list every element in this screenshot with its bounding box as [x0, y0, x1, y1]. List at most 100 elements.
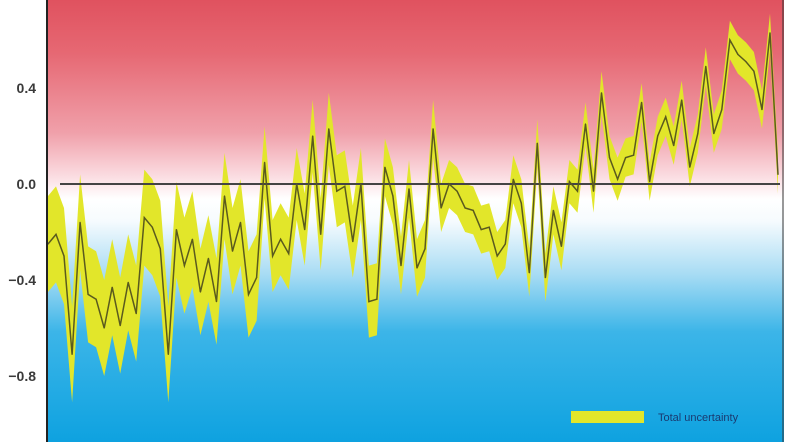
data-point [151, 226, 153, 228]
data-point [624, 157, 627, 159]
data-point [384, 166, 386, 168]
data-point [280, 238, 282, 240]
data-point [111, 286, 113, 288]
data-point [448, 183, 450, 185]
series-line [47, 32, 779, 355]
data-point [705, 65, 707, 67]
data-point [520, 202, 522, 204]
data-point [95, 298, 97, 300]
data-point [761, 109, 763, 111]
data-point [400, 265, 402, 267]
data-point [721, 109, 723, 111]
data-point [191, 238, 193, 240]
data-point [71, 353, 73, 355]
data-point [424, 248, 426, 250]
data-point [199, 291, 202, 293]
data-point [143, 217, 145, 219]
uncertainty-band [48, 13, 778, 403]
data-point [608, 157, 611, 159]
data-point [296, 183, 298, 185]
data-point [576, 190, 579, 192]
data-point [320, 233, 322, 235]
data-point [544, 277, 546, 279]
y-tick-labels: 0.4 0.0 −0.4 −0.8 [8, 80, 36, 384]
y-tick-label: −0.4 [8, 272, 36, 288]
data-point [673, 145, 675, 147]
data-point [584, 123, 587, 125]
data-point [528, 272, 530, 274]
legend-label-total-uncertainty: Total uncertainty [658, 412, 739, 424]
y-tick-label: −0.8 [8, 368, 36, 384]
data-point [87, 293, 89, 295]
data-point [713, 133, 715, 135]
data-point [777, 173, 779, 175]
data-point [456, 190, 458, 192]
y-tick-label: 0.0 [17, 176, 37, 192]
data-point [745, 61, 747, 63]
data-point [616, 178, 619, 180]
data-point [63, 255, 65, 257]
data-point [737, 53, 739, 56]
data-point [288, 253, 290, 255]
data-point [769, 32, 771, 34]
data-point [665, 116, 667, 118]
data-point [231, 250, 234, 252]
data-point [633, 154, 635, 156]
data-point [416, 267, 418, 269]
data-point [103, 327, 105, 329]
data-point [600, 92, 603, 94]
uncertainty-band-layer [48, 13, 778, 403]
data-point [552, 209, 554, 211]
data-point [223, 195, 226, 197]
data-point [360, 183, 362, 185]
data-point [504, 243, 506, 245]
data-point [641, 101, 643, 103]
data-point [472, 209, 474, 211]
data-point [247, 293, 250, 295]
data-point [263, 161, 266, 163]
data-point [464, 207, 466, 209]
data-point [344, 185, 346, 187]
data-point [207, 257, 210, 259]
data-point [368, 301, 370, 303]
data-point [312, 135, 314, 137]
data-point [376, 298, 378, 300]
data-point [336, 190, 338, 192]
data-point [689, 166, 691, 168]
data-point [135, 313, 137, 315]
data-point [432, 128, 434, 130]
data-point [536, 142, 538, 144]
data-point [239, 221, 242, 223]
data-point [408, 188, 410, 190]
data-point [480, 229, 482, 231]
data-point [304, 229, 306, 231]
data-point [159, 248, 161, 250]
legend-swatch-total-uncertainty [571, 411, 644, 423]
data-point [55, 233, 57, 235]
data-point [697, 133, 699, 135]
data-point [183, 265, 185, 267]
data-point [127, 281, 129, 283]
data-point [167, 353, 169, 355]
data-point [352, 241, 354, 243]
data-point [649, 181, 651, 183]
data-point [392, 195, 394, 197]
data-point [753, 70, 755, 72]
data-point [255, 277, 258, 279]
data-point [681, 99, 683, 101]
data-point [729, 39, 731, 41]
data-point [496, 255, 498, 257]
legend: Total uncertainty [571, 411, 739, 424]
data-point [79, 221, 81, 223]
data-point [657, 135, 659, 137]
data-point [592, 190, 595, 192]
data-point [560, 245, 563, 247]
data-point [512, 178, 514, 180]
data-point [215, 301, 218, 303]
data-point [568, 181, 571, 183]
data-point [272, 255, 274, 257]
data-point [328, 128, 330, 130]
y-tick-label: 0.4 [17, 80, 37, 96]
data-point [119, 325, 121, 327]
